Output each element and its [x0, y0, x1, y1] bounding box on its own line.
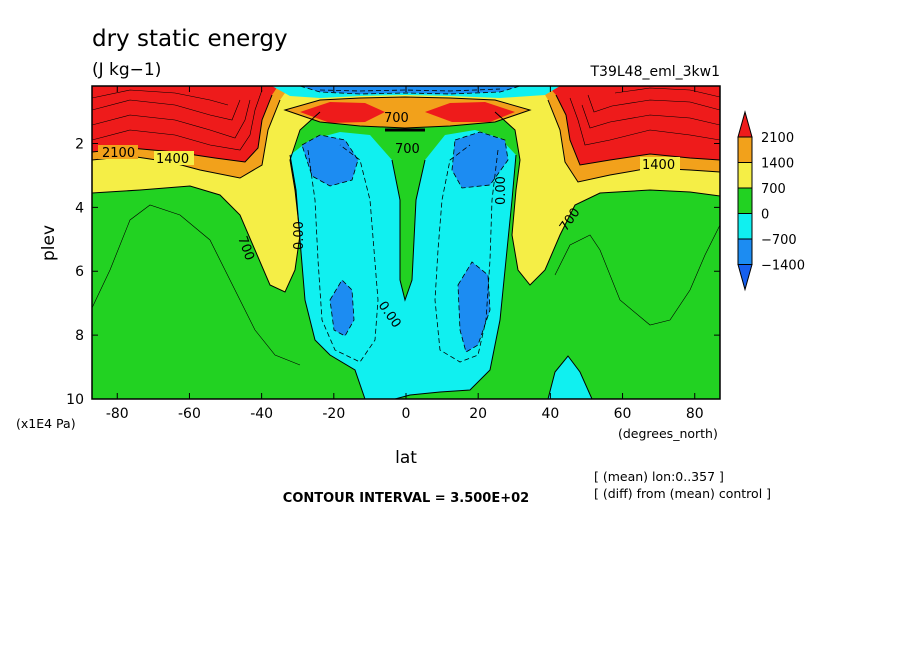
x-tick-label: 20	[469, 406, 487, 422]
colorbar: 2100 1400 700 0 −700 −1400	[737, 110, 805, 292]
y-axis-units: (x1E4 Pa)	[16, 416, 76, 431]
chart-title: dry static energy	[92, 26, 288, 52]
clabel-1400-left: 1400	[156, 152, 189, 167]
note-mean: [ (mean) lon:0..357 ]	[594, 469, 724, 484]
x-tick-label: 60	[614, 406, 632, 422]
field-band-gt2100-left	[92, 86, 278, 162]
colorbar-segment	[737, 213, 753, 240]
colorbar-bottom-arrow	[737, 264, 753, 292]
x-tick-label: -20	[322, 406, 345, 422]
x-tick-label: -60	[178, 406, 201, 422]
clabel-2100-left: 2100	[102, 146, 135, 161]
colorbar-label: 700	[761, 182, 786, 197]
colorbar-label: 0	[761, 208, 769, 223]
x-tick-label: 40	[541, 406, 559, 422]
field-cell-blue-2	[452, 132, 508, 188]
field-band-gt2100-right	[548, 86, 720, 165]
clabel-zero-right: 0.00	[494, 176, 509, 205]
y-tick-label: 10	[66, 392, 84, 408]
field-cell-blue-4	[458, 262, 490, 352]
clabel-1400-right: 1400	[642, 158, 675, 173]
y-tick-label: 8	[75, 328, 84, 344]
y-axis: 2 4 6 8 10	[66, 136, 720, 408]
colorbar-label: −700	[761, 233, 797, 248]
note-diff: [ (diff) from (mean) control ]	[594, 486, 771, 501]
x-tick-label: -40	[250, 406, 273, 422]
colorbar-label: 2100	[761, 131, 794, 146]
y-tick-label: 2	[75, 136, 84, 152]
chart-units: (J kg−1)	[92, 60, 161, 80]
field-band-gt2100-top-left	[300, 102, 385, 123]
x-tick-label: 80	[686, 406, 704, 422]
colorbar-segment	[737, 187, 753, 214]
x-axis-label: lat	[395, 448, 417, 468]
colorbar-top-arrow	[737, 110, 753, 138]
colorbar-label: 1400	[761, 157, 794, 172]
colorbar-segment	[737, 162, 753, 189]
y-axis-label: plev	[39, 225, 59, 261]
colorbar-segment	[737, 238, 753, 265]
contour-lines-dashed	[299, 86, 521, 363]
contour-interval: CONTOUR INTERVAL = 3.500E+02	[283, 491, 529, 506]
y-tick-label: 6	[75, 264, 84, 280]
run-id: T39L48_eml_3kw1	[590, 64, 721, 80]
field-band-neg-cyan-bottom	[548, 356, 592, 399]
x-axis: -80 -60 -40 -20 0 20 40 60 80	[106, 86, 704, 422]
clabel-700-center: 700	[395, 142, 420, 157]
contour-field: 2100 1400 1400 700 700 700 700 0.00 0.00…	[92, 86, 720, 399]
colorbar-label: −1400	[761, 259, 805, 274]
x-tick-label: -80	[106, 406, 129, 422]
clabel-zero-left: 0.00	[292, 221, 307, 250]
y-tick-label: 4	[75, 200, 84, 216]
x-tick-label: 0	[402, 406, 411, 422]
contour-lines-solid	[92, 94, 720, 399]
x-axis-units: (degrees_north)	[618, 426, 718, 441]
field-band-gt2100-top-right	[425, 102, 515, 122]
colorbar-segment	[737, 136, 753, 163]
clabel-700-top: 700	[384, 111, 409, 126]
field-cell-blue-3	[330, 280, 354, 336]
contour-lines-thin	[92, 87, 720, 366]
